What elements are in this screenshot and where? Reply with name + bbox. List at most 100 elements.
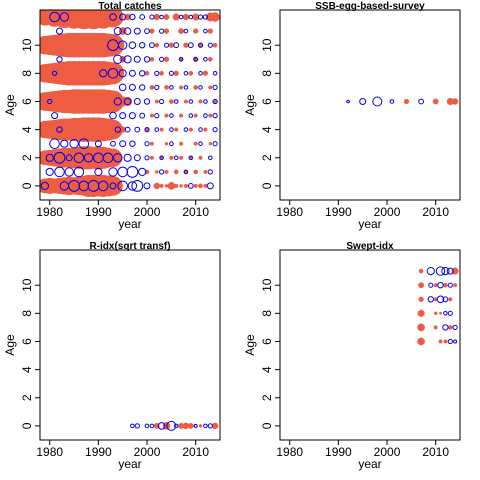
y-tick-label: 2 [260,394,274,401]
positive-residual-bubble [174,183,179,188]
negative-residual-bubble [124,126,131,133]
chart-title: R-idx(sqrt transf) [89,241,170,252]
negative-residual-bubble [197,42,204,48]
negative-residual-bubble [119,140,127,148]
y-tick-label: 8 [20,310,34,317]
positive-residual-bubble [149,56,155,62]
negative-residual-bubble [212,98,218,105]
positive-residual-bubble [207,28,213,34]
positive-residual-bubble [417,323,425,332]
positive-residual-bubble [451,267,459,275]
negative-residual-bubble [346,99,350,104]
negative-residual-bubble [207,169,213,175]
positive-residual-bubble [208,85,213,90]
chart-title: Total catches [98,1,162,12]
x-tick-label: 1990 [325,445,352,459]
y-tick-label: 4 [20,126,34,133]
positive-residual-bubble [451,98,459,105]
positive-residual-bubble [149,141,154,146]
positive-residual-bubble [193,183,198,188]
negative-residual-bubble [173,155,179,161]
negative-residual-bubble [188,14,194,20]
positive-residual-bubble [112,39,124,51]
negative-residual-bubble [149,42,155,49]
y-tick-label: 8 [20,70,34,77]
negative-residual-bubble [208,155,213,161]
positive-residual-bubble [203,169,208,174]
positive-residual-bubble [187,422,194,429]
x-tick-label: 2010 [182,205,209,219]
negative-residual-bubble [97,180,109,192]
positive-residual-bubble [403,98,410,105]
negative-residual-bubble [359,98,367,105]
negative-residual-bubble [166,420,177,431]
y-axis-label: Age [243,334,257,356]
negative-residual-bubble [45,153,54,162]
negative-residual-bubble [123,55,132,64]
negative-residual-bubble [99,69,108,78]
negative-residual-bubble [113,27,122,36]
negative-residual-bubble [428,282,434,288]
y-tick-label: 0 [260,182,274,189]
positive-residual-bubble [159,183,164,188]
positive-residual-bubble [179,85,184,90]
positive-residual-bubble [193,28,199,34]
positive-residual-bubble [172,13,180,21]
negative-residual-bubble [372,96,383,107]
negative-residual-bubble [202,14,208,20]
positive-residual-bubble [202,70,209,76]
positive-residual-bubble [439,311,442,315]
negative-residual-bubble [207,423,213,429]
plot-frame [279,9,461,201]
negative-residual-bubble [154,70,160,76]
negative-residual-bubble [134,423,140,429]
positive-residual-bubble [183,42,189,48]
negative-residual-bubble [53,151,66,164]
negative-residual-bubble [102,152,114,164]
negative-residual-bubble [59,12,70,22]
negative-residual-bubble [157,422,166,430]
y-tick-label: 2 [260,154,274,161]
negative-residual-bubble [128,41,137,50]
negative-residual-bubble [107,68,119,79]
negative-residual-bubble [169,141,174,146]
positive-residual-bubble [149,85,155,90]
negative-residual-bubble [183,169,189,175]
y-axis-label: Age [243,94,257,116]
positive-residual-bubble [432,98,439,105]
negative-residual-bubble [159,56,165,62]
negative-residual-bubble [45,167,54,176]
negative-residual-bubble [426,267,435,276]
positive-residual-bubble [198,424,203,428]
x-axis-label: year [358,457,381,471]
plot-frame [39,249,221,441]
negative-residual-bubble [139,42,146,49]
negative-residual-bubble [169,85,174,90]
negative-residual-bubble [198,85,203,90]
negative-residual-bubble [128,69,136,77]
negative-residual-bubble [113,153,123,163]
negative-residual-bubble [129,13,136,21]
y-tick-label: 6 [260,98,274,105]
negative-residual-bubble [114,126,122,133]
x-axis-label: year [118,217,141,231]
positive-residual-bubble [188,70,194,76]
negative-residual-bubble [64,167,74,177]
negative-residual-bubble [119,13,127,21]
negative-residual-bubble [183,85,189,90]
negative-residual-bubble [198,127,203,132]
x-axis-label: year [358,217,381,231]
y-tick-label: 10 [260,278,274,292]
negative-residual-bubble [453,339,458,344]
negative-residual-bubble [149,14,155,20]
negative-residual-bubble [154,113,160,119]
positive-residual-bubble [443,339,448,344]
positive-residual-bubble [164,85,169,90]
negative-residual-bubble [94,140,102,148]
negative-residual-bubble [173,423,179,429]
negative-residual-bubble [159,169,165,175]
negative-residual-bubble [427,296,434,303]
negative-residual-bubble [133,55,141,63]
negative-residual-bubble [187,183,194,189]
